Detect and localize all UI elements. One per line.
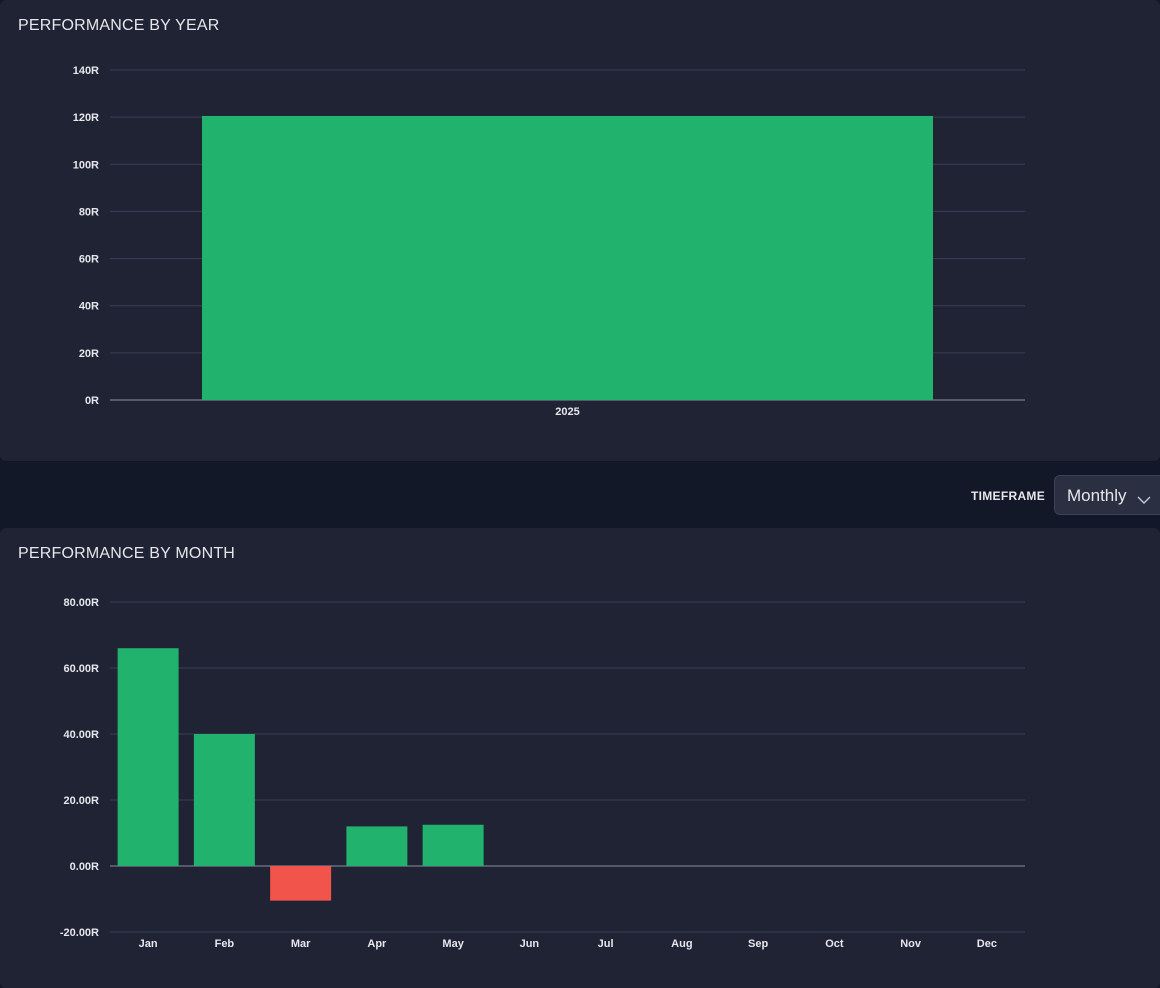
y-tick-label: 20.00R (64, 795, 100, 807)
bar[interactable] (422, 824, 484, 866)
timeframe-label: TIMEFRAME (971, 489, 1046, 503)
month-chart-title: PERFORMANCE BY MONTH (18, 545, 236, 562)
y-tick-label: 80.00R (64, 597, 100, 609)
timeframe-selected-value: Monthly (1067, 486, 1127, 505)
y-tick-label: 0R (85, 395, 99, 407)
performance-by-month-panel: PERFORMANCE BY MONTH -20.00R 0.00R 20.00R 4… (0, 528, 1160, 988)
bar[interactable] (270, 866, 332, 901)
x-tick-label: Feb (215, 938, 235, 950)
bar[interactable] (193, 734, 255, 866)
month-bar-chart: -20.00R 0.00R 20.00R 40.00R 60.00R 80.00R Jan F… (60, 597, 1025, 950)
bar[interactable] (202, 115, 933, 400)
timeframe-select[interactable]: Monthly (1054, 475, 1160, 515)
x-tick-label: Aug (671, 938, 692, 950)
x-tick-label: Oct (825, 938, 844, 950)
y-tick-label: -20.00R (60, 927, 99, 939)
y-tick-label: 40R (79, 301, 99, 313)
y-tick-label: 20R (79, 348, 99, 360)
bar[interactable] (117, 648, 179, 866)
y-tick-label: 120R (73, 112, 99, 124)
timeframe-toolbar (0, 462, 1160, 528)
y-tick-label: 60R (79, 254, 99, 266)
y-tick-label: 0.00R (70, 861, 99, 873)
x-tick-label: Dec (977, 938, 997, 950)
x-tick-label: Jan (139, 938, 158, 950)
x-tick-label: 2025 (555, 406, 579, 418)
y-tick-label: 100R (73, 159, 99, 171)
y-tick-label: 40.00R (64, 729, 100, 741)
year-chart-title: PERFORMANCE BY YEAR (18, 17, 220, 34)
performance-by-year-panel: PERFORMANCE BY YEAR 0R 20R 40R 60R 80R 100R 12… (0, 0, 1160, 461)
chevron-down-icon (1137, 490, 1151, 510)
year-bar-chart: 0R 20R 40R 60R 80R 100R 120R 140R 2025 (73, 65, 1025, 418)
x-tick-label: Mar (291, 938, 311, 950)
y-tick-label: 140R (73, 65, 99, 77)
x-tick-label: Jun (520, 938, 540, 950)
bar[interactable] (346, 826, 408, 866)
y-tick-label: 80R (79, 206, 99, 218)
x-tick-label: May (442, 938, 464, 950)
x-tick-label: Apr (367, 938, 387, 950)
x-tick-label: Nov (900, 938, 922, 950)
x-tick-label: Sep (748, 938, 768, 950)
x-tick-label: Jul (598, 938, 614, 950)
y-tick-label: 60.00R (64, 663, 100, 675)
